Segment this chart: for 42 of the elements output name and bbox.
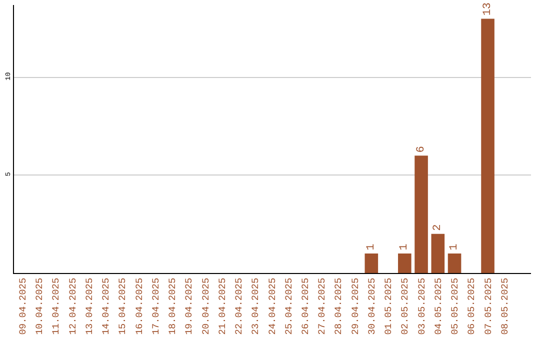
x-tick-label: 24.04.2025 [266,278,278,335]
data-label: 1 [365,243,378,250]
x-tick-label: 29.04.2025 [350,278,361,335]
bar [481,18,494,273]
x-tick-label: 03.05.2025 [416,278,428,335]
x-tick-label: 10.04.2025 [34,278,46,335]
x-tick-label: 12.04.2025 [67,278,78,335]
x-tick-label: 11.04.2025 [50,278,62,335]
bar [431,234,445,273]
x-tick-label: 09.04.2025 [17,278,28,335]
bar [448,253,462,273]
x-tick-label: 25.04.2025 [283,278,294,335]
x-tick-label: 28.04.2025 [333,278,344,335]
x-tick-label: 06.05.2025 [466,278,478,335]
x-tick-label: 23.04.2025 [250,278,262,335]
data-label: 1 [448,243,461,250]
x-tick-label: 26.04.2025 [300,278,312,335]
x-tick-label: 18.04.2025 [167,278,178,335]
x-tick-label: 05.05.2025 [450,278,461,335]
data-label: 13 [482,2,494,16]
x-tick-label: 01.05.2025 [383,278,394,335]
x-tick-label: 07.05.2025 [482,278,494,335]
x-tick-label: 04.05.2025 [432,278,444,335]
data-label: 1 [398,243,411,250]
bar [414,156,428,273]
x-tick-label: 15.04.2025 [117,278,128,335]
x-tick-label: 08.05.2025 [499,278,510,335]
x-tick-label: 17.04.2025 [150,278,162,335]
x-tick-label: 02.05.2025 [400,278,411,335]
data-label: 2 [432,224,444,231]
x-tick-label: 19.04.2025 [184,278,195,335]
x-tick-label: 27.04.2025 [316,278,328,335]
x-tick-label: 13.04.2025 [84,278,95,335]
bar [398,253,412,273]
x-tick-label: 22.04.2025 [234,278,245,335]
bar [364,253,378,273]
x-tick-label: 20.04.2025 [200,278,212,335]
x-tick-label: 21.04.2025 [216,278,228,335]
x-tick-label: 16.04.2025 [134,278,145,335]
data-label: 6 [415,146,428,153]
x-tick-label: 30.04.2025 [366,278,378,335]
x-tick-label: 14.04.2025 [100,278,112,335]
